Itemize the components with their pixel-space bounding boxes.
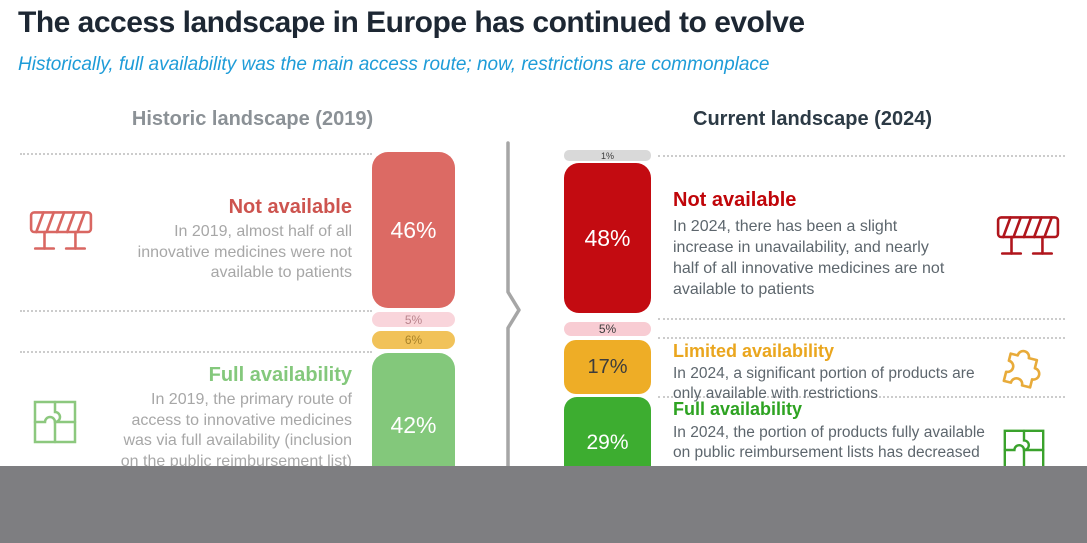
historic-bar-not-available: 46% (372, 152, 455, 308)
puzzle-grid-icon (30, 397, 80, 447)
historic-bar-pink-label: 5% (404, 312, 423, 327)
page-subtitle: Historically, full availability was the … (18, 54, 770, 75)
current-column-header: Current landscape (2024) (693, 108, 932, 130)
historic-divider-top (20, 153, 372, 155)
current-full-availability-title: Full availability (673, 399, 803, 419)
historic-not-available-block: Not available In 2019, almost half of al… (95, 196, 352, 284)
historic-bar-full-availability-label: 42% (390, 411, 437, 438)
historic-divider-bottom (20, 351, 372, 353)
historic-bar-not-available-label: 46% (390, 216, 437, 243)
historic-full-availability-block: Full availability In 2019, the primary r… (95, 364, 352, 472)
current-limited-availability-title: Limited availability (673, 341, 835, 361)
historic-column-header: Historic landscape (2019) (131, 108, 374, 130)
historic-full-availability-description: In 2019, the primary route of access to … (120, 391, 352, 470)
current-divider-mid2 (658, 337, 1065, 339)
historic-not-available-description: In 2019, almost half of all innovative m… (137, 223, 352, 281)
current-bar-not-available-label: 48% (584, 224, 631, 251)
current-bar-pink: 5% (564, 322, 651, 336)
bottom-gray-bar (0, 466, 1087, 543)
current-divider-top (658, 155, 1065, 157)
barrier-icon (995, 212, 1061, 262)
page-title: The access landscape in Europe has conti… (18, 6, 805, 39)
current-full-availability-block: Full availability In 2024, the portion o… (673, 399, 1003, 463)
historic-not-available-title: Not available (228, 196, 352, 218)
historic-bar-pink: 5% (372, 312, 455, 327)
current-full-availability-description: In 2024, the portion of products fully a… (673, 424, 985, 461)
current-bar-not-available: 48% (564, 163, 651, 313)
current-bar-limited-availability-label: 17% (587, 355, 628, 378)
current-bar-limited-availability: 17% (564, 340, 651, 394)
historic-full-availability-title: Full availability (208, 364, 352, 386)
current-bar-gray-label: 1% (600, 150, 614, 161)
puzzle-piece-icon (995, 342, 1047, 394)
historic-divider-mid (20, 310, 372, 312)
current-bar-full-availability-label: 29% (586, 430, 629, 454)
current-not-available-description: In 2024, there has been a slight increas… (673, 218, 945, 298)
current-bar-pink-label: 5% (598, 322, 617, 336)
current-limited-availability-block: Limited availability In 2024, a signific… (673, 341, 1003, 404)
historic-bar-amber-label: 6% (404, 333, 423, 347)
current-not-available-title: Not available (673, 189, 797, 211)
barrier-icon (28, 207, 94, 257)
current-limited-availability-description: In 2024, a significant portion of produc… (673, 365, 975, 402)
historic-bar-amber: 6% (372, 331, 455, 349)
current-divider-mid1 (658, 318, 1065, 320)
current-not-available-block: Not available In 2024, there has been a … (673, 189, 993, 300)
current-bar-gray: 1% (564, 150, 651, 161)
current-divider-bottom (658, 396, 1065, 398)
